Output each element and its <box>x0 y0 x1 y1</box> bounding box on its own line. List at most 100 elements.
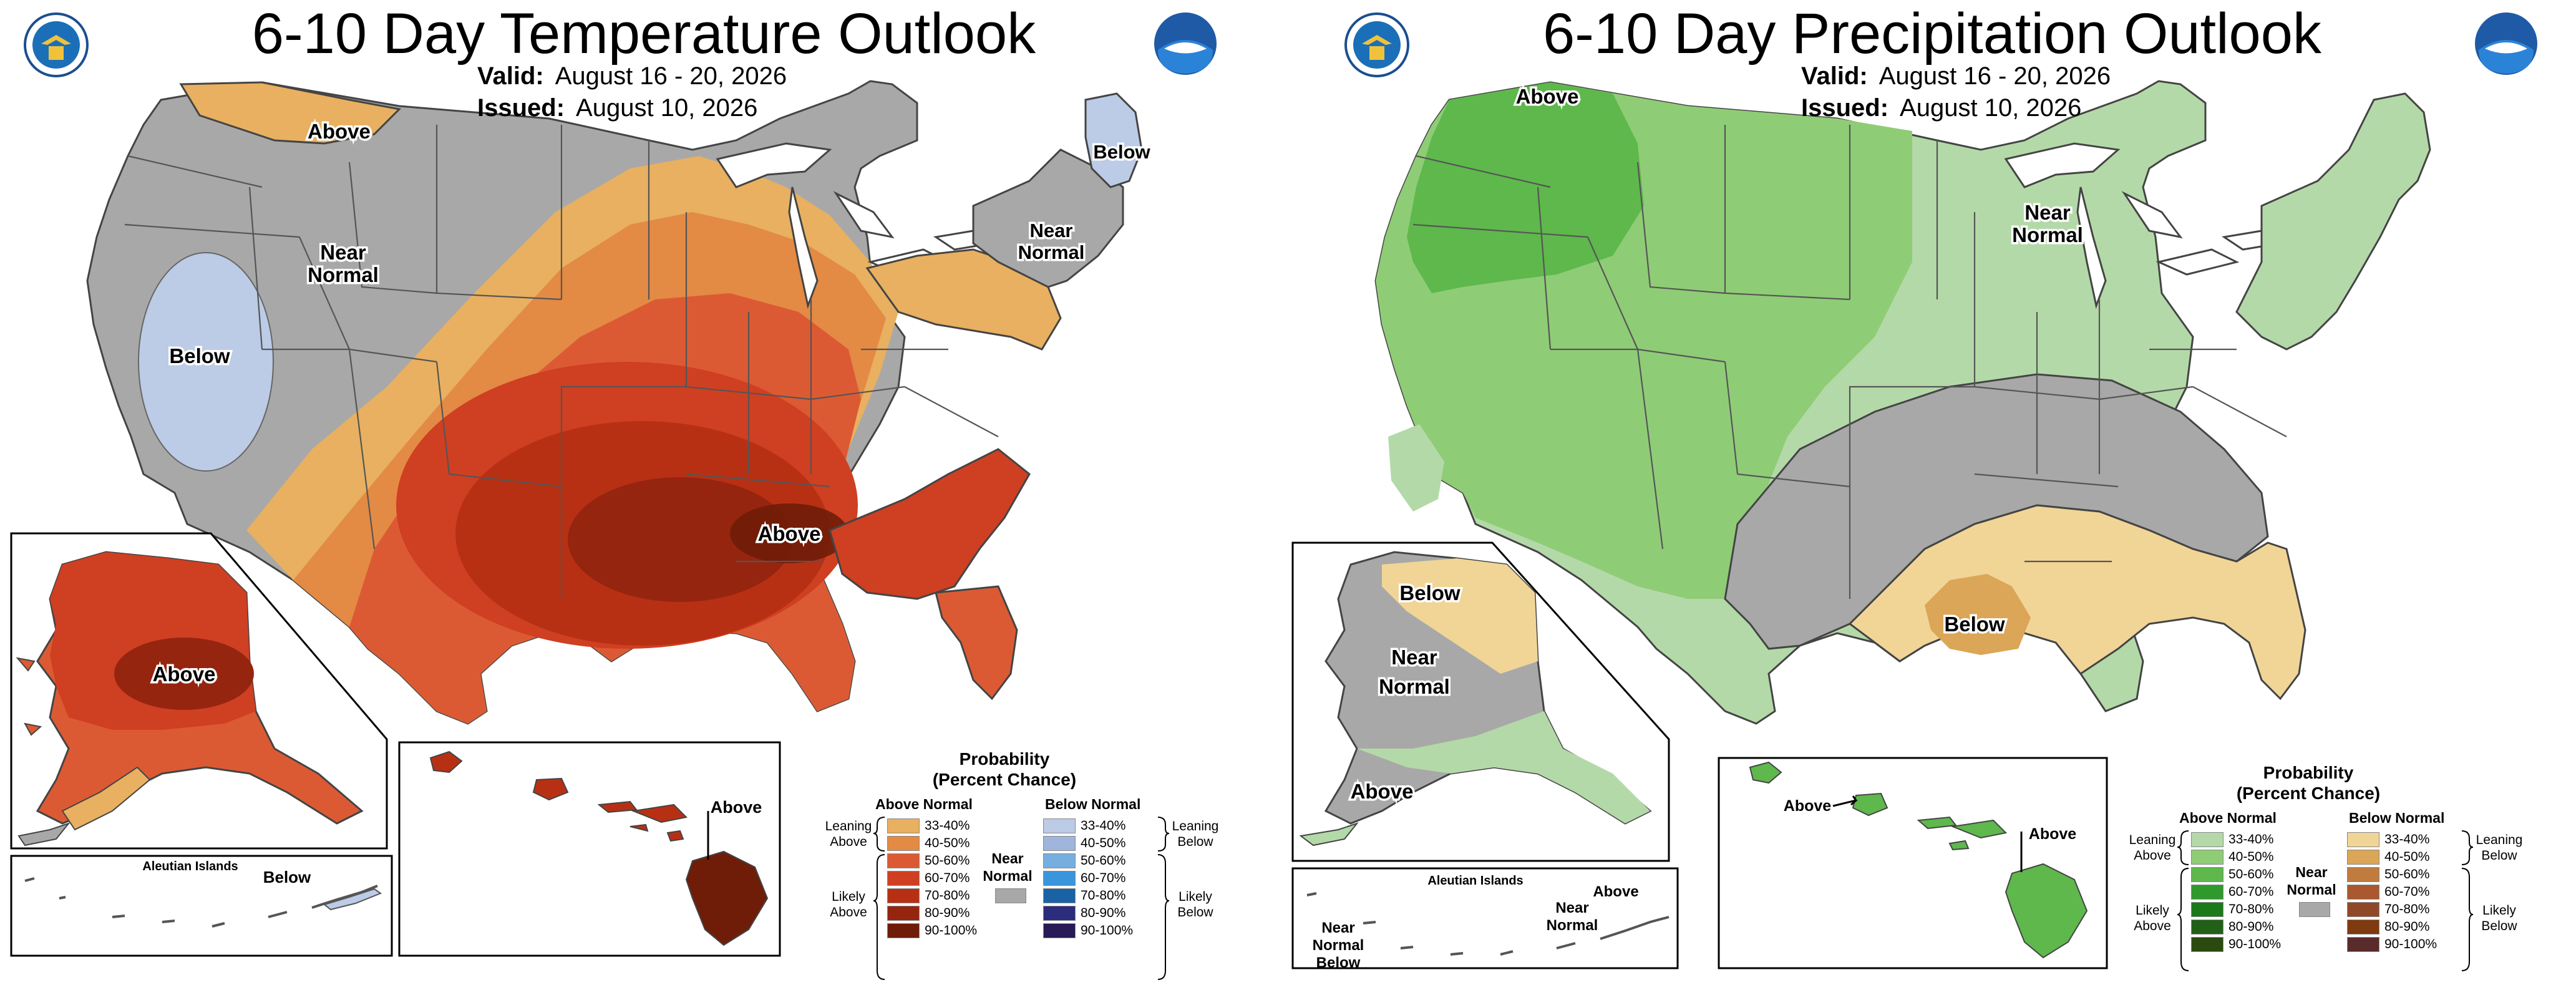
precip-legend-above-range-label: 80-90% <box>2228 919 2274 934</box>
temp-valid-value: August 16 - 20, 2026 <box>555 62 787 90</box>
precip-label-aleutian-near-1: Near <box>1555 900 1588 916</box>
precip-legend-below-row: 90-100% <box>2347 936 2437 952</box>
precip-great-lakes <box>2004 142 2283 309</box>
temp-legend-below-swatch <box>1043 905 1076 921</box>
southeast-region <box>829 448 1031 600</box>
precip-label-hawaii-above-west: Above <box>1784 797 1832 815</box>
precip-legend-below-swatch <box>2347 866 2379 882</box>
precip-legend-title-1: Probability <box>2263 763 2354 782</box>
temp-legend-leaning-below-1: Leaning <box>1172 819 1219 833</box>
temp-legend-below-swatch <box>1043 870 1076 886</box>
northeast-near-normal <box>972 148 1124 288</box>
temp-legend-above-range-label: 33-40% <box>925 818 970 833</box>
precip-legend-above-range-label: 50-60% <box>2228 866 2274 881</box>
precipitation-outlook-panel: Above Near Normal Below Below Near Norma… <box>1288 0 2576 978</box>
precip-legend-below-range-label: 50-60% <box>2384 866 2430 881</box>
temp-legend-below-range-label: 80-90% <box>1081 905 1126 920</box>
precip-legend-brace-below <box>2461 830 2474 971</box>
temp-legend-brace-below <box>1157 817 1170 980</box>
temp-legend-below-row: 50-60% <box>1043 853 1125 868</box>
temp-legend-above-range-label: 50-60% <box>925 853 970 868</box>
precip-legend-near-1: Near <box>2295 864 2328 880</box>
precip-label-aleutian-near-2: Normal <box>1547 917 1598 934</box>
noaa-logo-icon <box>1154 12 1217 75</box>
temp-legend-likely-below-2: Below <box>1177 905 1213 920</box>
precip-label-hawaii-above-east: Above <box>2029 825 2077 843</box>
temp-legend-below-range-label: 70-80% <box>1081 888 1126 903</box>
temp-label-above-north: Above <box>308 120 371 143</box>
precip-legend-below-range-label: 60-70% <box>2384 884 2430 899</box>
west-below-region <box>138 252 274 472</box>
precip-legend-below-swatch <box>2347 936 2379 952</box>
precip-legend-title-2: (Percent Chance) <box>2236 784 2381 803</box>
temp-legend-below-row: 60-70% <box>1043 870 1125 886</box>
precip-legend-above-row: 40-50% <box>2191 849 2273 865</box>
precip-legend-near-2: Normal <box>2287 881 2336 898</box>
temp-legend-above-range-label: 90-100% <box>925 923 978 938</box>
precip-legend-above-swatch <box>2191 901 2224 917</box>
alaska-inset: Above <box>10 532 388 850</box>
temp-issued-line: Issued: August 10, 2026 <box>477 94 757 122</box>
precip-legend-above-range-label: 40-50% <box>2228 849 2274 864</box>
precip-legend-leaning-below-2: Below <box>2481 848 2517 863</box>
precip-legend-near-swatch <box>2299 902 2330 917</box>
precip-legend-above-row: 70-80% <box>2191 901 2273 917</box>
temp-legend-above-row: 90-100% <box>887 923 977 938</box>
precip-legend-below-range-label: 40-50% <box>2384 849 2430 864</box>
temp-legend-above-swatch <box>887 888 920 903</box>
precip-legend: Probability (Percent Chance) Above Norma… <box>2127 762 2576 978</box>
southwest-leaning-above <box>1388 424 1444 512</box>
temp-label-aleutian-below: Below <box>263 868 311 886</box>
temp-legend-below-row: 40-50% <box>1043 835 1125 851</box>
temp-label-near-normal-west-2: Normal <box>308 263 379 286</box>
temp-legend-near-swatch <box>995 888 1026 903</box>
precip-aleutian-title: Aleutian Islands <box>1427 874 1523 888</box>
temp-label-above-south: Above <box>758 522 821 545</box>
precip-legend-above-range-label: 70-80% <box>2228 901 2274 916</box>
precip-legend-below-row: 70-80% <box>2347 901 2429 917</box>
south-below-40-50-region <box>1925 574 2031 655</box>
temp-legend-above-range-label: 40-50% <box>925 835 970 850</box>
temp-legend-above-row: 33-40% <box>887 818 970 833</box>
temp-label-below-west: Below <box>169 344 230 367</box>
temp-legend-below-swatch <box>1043 923 1076 938</box>
temp-legend: Probability (Percent Chance) Above Norma… <box>824 749 1288 980</box>
precip-issued-label: Issued: <box>1801 94 1889 122</box>
temp-legend-above-swatch <box>887 835 920 851</box>
aleutian-inset: Aleutian Islands Below <box>10 855 393 957</box>
temp-legend-below-swatch <box>1043 835 1076 851</box>
precip-legend-likely-below-1: Likely <box>2482 903 2516 918</box>
precip-valid-value: August 16 - 20, 2026 <box>1879 62 2111 90</box>
temp-legend-below-row: 90-100% <box>1043 923 1133 938</box>
temp-legend-above-swatch <box>887 905 920 921</box>
precip-legend-below-range-label: 90-100% <box>2384 936 2437 951</box>
state-boundaries <box>124 125 999 599</box>
precip-valid-label: Valid: <box>1801 62 1868 90</box>
precip-noaa-logo-icon <box>2475 12 2537 75</box>
precip-legend-likely-above-1: Likely <box>2136 903 2169 918</box>
temp-label-near-normal-west-1: Near <box>320 241 366 264</box>
precip-label-alaska-below: Below <box>1399 581 1461 604</box>
precip-issued-line: Issued: August 10, 2026 <box>1801 94 2081 122</box>
precip-legend-below-range-label: 70-80% <box>2384 901 2430 916</box>
florida-region <box>935 585 1018 701</box>
precip-legend-above-range-label: 60-70% <box>2228 884 2274 899</box>
temp-legend-above-row: 80-90% <box>887 905 970 921</box>
temp-legend-below-range-label: 40-50% <box>1081 835 1126 850</box>
precip-legend-below-row: 60-70% <box>2347 884 2429 900</box>
temp-valid-line: Valid: August 16 - 20, 2026 <box>477 62 787 90</box>
precip-legend-above-swatch <box>2191 919 2224 934</box>
precip-legend-leaning-above-1: Leaning <box>2129 833 2176 847</box>
precip-legend-below-range-label: 80-90% <box>2384 919 2430 934</box>
precip-legend-brace-above <box>2177 830 2189 971</box>
temp-legend-leaning-above-2: Above <box>830 835 867 849</box>
temp-legend-near-1: Near <box>991 850 1024 866</box>
commerce-seal-icon <box>24 12 89 77</box>
precip-label-near-normal-2: Normal <box>2012 223 2083 246</box>
temp-legend-leaning-above-1: Leaning <box>825 819 872 833</box>
temp-legend-title-1: Probability <box>959 749 1050 769</box>
precip-hawaii-inset: Above Above <box>1718 757 2108 969</box>
temperature-map: Above Near Normal Below Below Near Norma… <box>10 80 1153 957</box>
precip-legend-above-swatch <box>2191 884 2224 900</box>
temp-valid-label: Valid: <box>477 62 544 90</box>
